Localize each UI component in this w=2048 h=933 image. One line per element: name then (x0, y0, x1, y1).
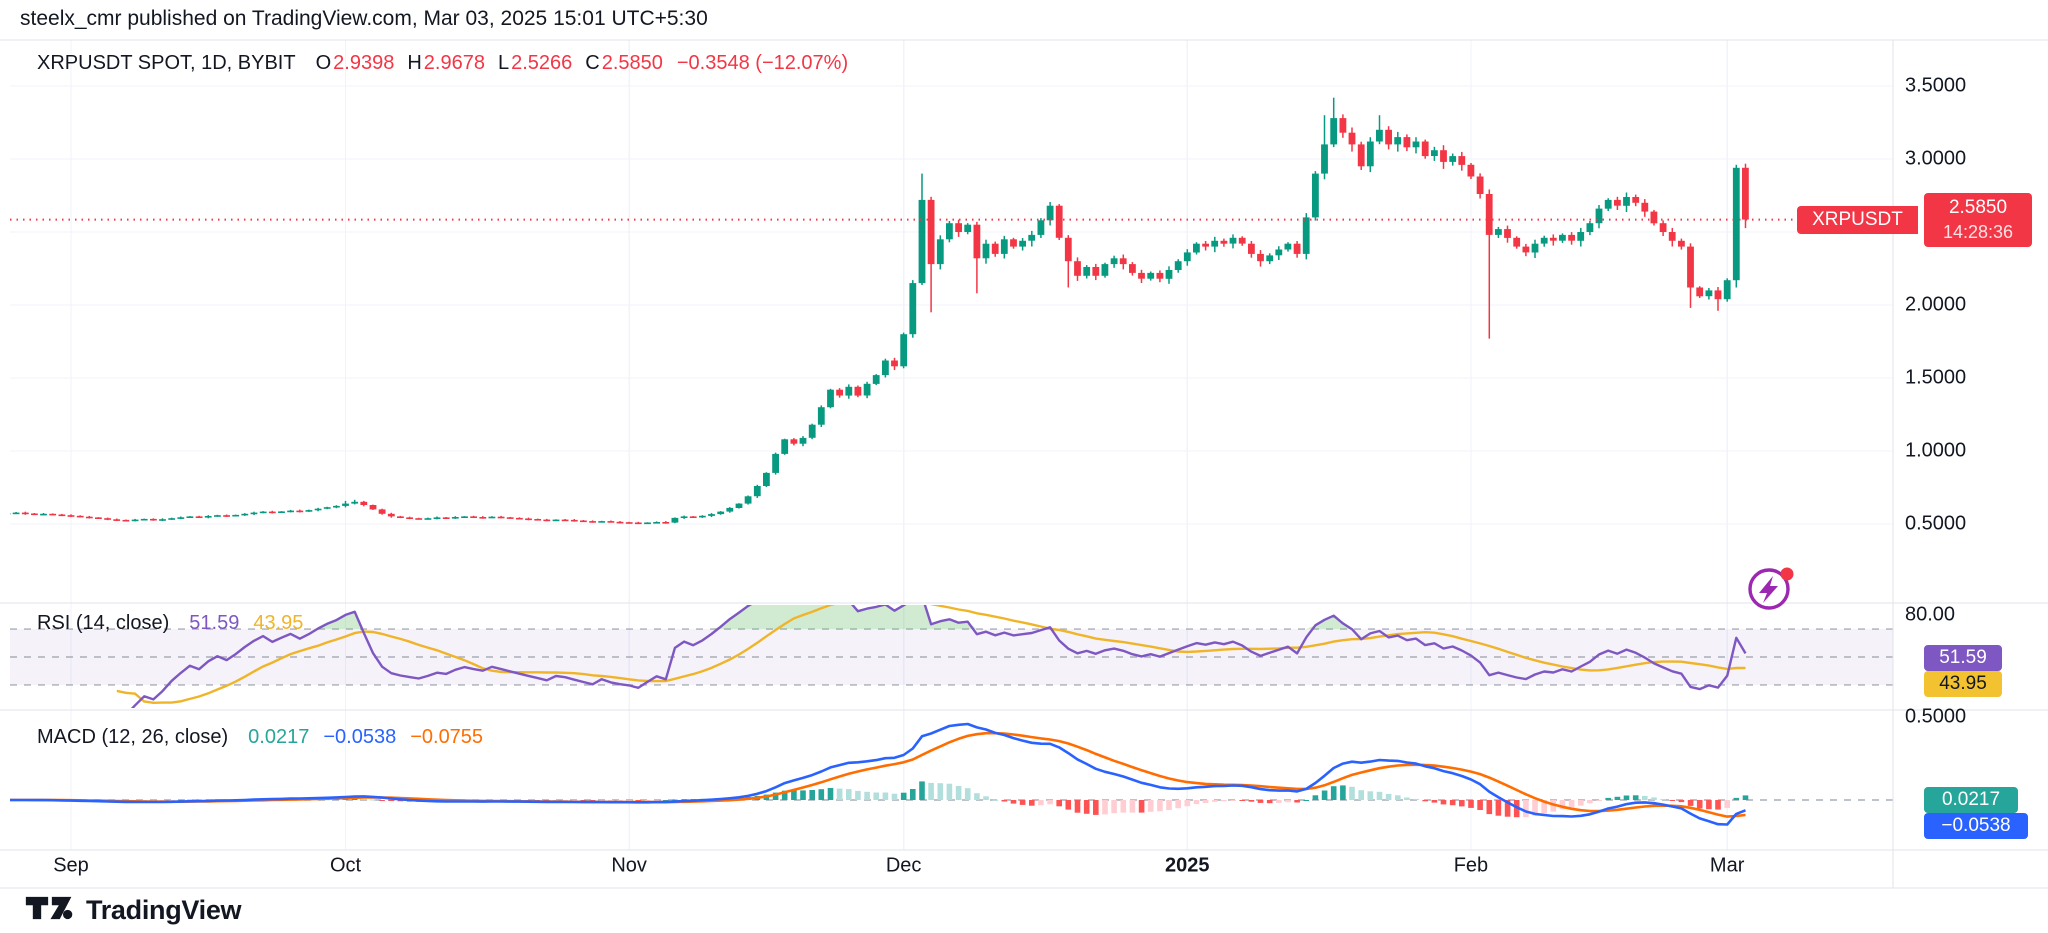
macd-hist-badge-text: 0.0217 (1941, 789, 2001, 810)
current-price-badge: 2.5850 14:28:36 (1924, 193, 2032, 247)
legend-c-value: C 2.5850 (585, 52, 663, 74)
symbol-badge-text: XRPUSDT (1812, 209, 1903, 230)
macd-label: MACD (12, 26, close) (37, 726, 229, 748)
tradingview-logo-icon (24, 895, 76, 926)
macd-hist-value: 0.0217 (248, 726, 310, 748)
publish-info-text: steelx_cmr published on TradingView.com,… (20, 7, 708, 30)
macd-line-value: −0.0538 (323, 726, 397, 748)
time-scale[interactable] (0, 850, 1893, 888)
rsi-value: 51.59 (189, 612, 240, 634)
tradingview-logo[interactable]: TradingView (24, 895, 242, 926)
rsi-legend[interactable]: RSI (14, close) 51.59 43.95 (37, 612, 303, 635)
rsi-ma-value: 43.95 (253, 612, 304, 634)
tradingview-logo-text: TradingView (86, 895, 242, 925)
change-value: −0.3548 (−12.07%) (676, 52, 849, 74)
flash-icon (1746, 567, 1798, 616)
rsi-value-badge: 51.59 (1924, 645, 2002, 671)
countdown-timer: 14:28:36 (1942, 222, 2014, 242)
current-price-value: 2.5850 (1948, 197, 2008, 218)
macd-legend[interactable]: MACD (12, 26, close) 0.0217 −0.0538 −0.0… (37, 726, 483, 749)
flash-reactions-button[interactable] (1740, 562, 1794, 612)
rsi-badge-text: 51.59 (1939, 647, 1987, 668)
legend-l-value: L 2.5266 (497, 52, 573, 74)
macd-signal-value: −0.0755 (410, 726, 484, 748)
publish-header: steelx_cmr published on TradingView.com,… (20, 7, 708, 31)
main-chart-legend[interactable]: XRPUSDT SPOT, 1D, BYBIT O 2.9398 H 2.9678 L 2… (37, 52, 848, 75)
rsi-ma-value-badge: 43.95 (1924, 671, 2002, 697)
price-scale[interactable] (1893, 40, 2048, 888)
symbol-title: XRPUSDT SPOT, 1D, BYBIT (37, 52, 296, 74)
rsi-ma-badge-text: 43.95 (1939, 673, 1987, 694)
rsi-label: RSI (14, close) (37, 612, 170, 634)
macd-hist-badge: 0.0217 (1924, 787, 2018, 813)
macd-line-badge-text: −0.0538 (1941, 815, 2011, 836)
legend-o-value: O 2.9398 (315, 52, 395, 74)
ohlc-values: O 2.9398 H 2.9678 L 2.5266 C 2.5850 (316, 52, 663, 75)
legend-h-value: H 2.9678 (407, 52, 485, 74)
macd-line-badge: −0.0538 (1924, 813, 2028, 839)
symbol-price-line-label: XRPUSDT (1797, 206, 1918, 234)
